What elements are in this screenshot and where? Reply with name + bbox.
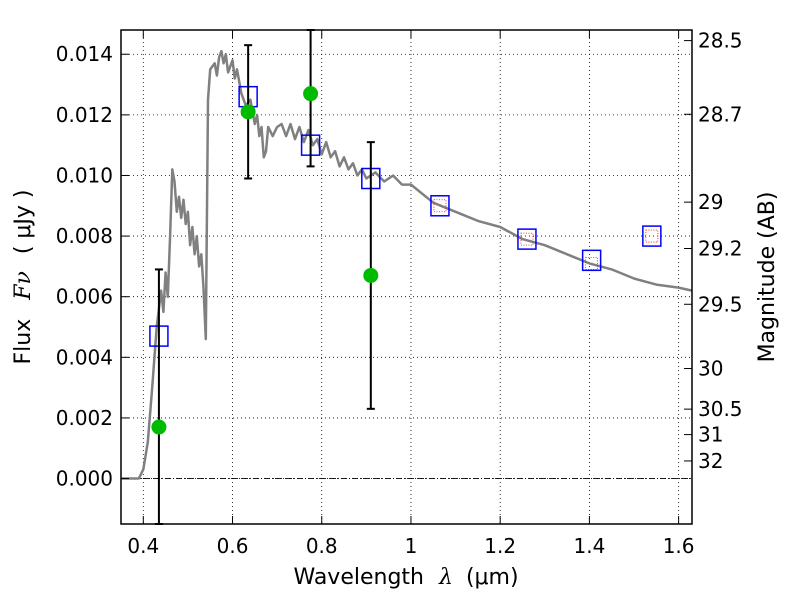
inner-red-square bbox=[433, 199, 447, 213]
y-tick-label: 0.002 bbox=[56, 406, 113, 430]
model-band-square bbox=[581, 249, 602, 272]
y-tick-label: 0.004 bbox=[56, 345, 113, 369]
inner-red-square bbox=[645, 229, 659, 243]
axes-frame bbox=[120, 29, 693, 525]
y2-axis-label: Magnitude (AB) bbox=[755, 192, 780, 363]
x-axis-label-symbol: λ bbox=[438, 565, 453, 590]
observed-point bbox=[363, 267, 379, 283]
mag-tick-label: 31 bbox=[698, 423, 723, 447]
observed-point bbox=[240, 104, 256, 120]
inner-red-square bbox=[585, 256, 599, 270]
x-tick-label: 1.6 bbox=[663, 534, 695, 558]
x-axis-label: Wavelength λ (μm) bbox=[293, 565, 518, 590]
mag-tick-label: 30 bbox=[698, 357, 723, 381]
model-band-square bbox=[430, 195, 450, 217]
y-tick-label: 0.008 bbox=[56, 224, 113, 248]
x-tick-label: 1.2 bbox=[484, 534, 516, 558]
mag-tick-label: 30.5 bbox=[698, 397, 743, 421]
x-axis-label-prefix: Wavelength bbox=[293, 565, 424, 590]
inner-red-square bbox=[520, 232, 534, 246]
y-tick-label: 0.006 bbox=[56, 285, 113, 309]
x-tick-label: 1.4 bbox=[573, 534, 605, 558]
mag-tick-label: 32 bbox=[698, 449, 723, 473]
model-band-square bbox=[517, 228, 537, 250]
y-tick-label: 0.000 bbox=[56, 467, 113, 491]
plot-area bbox=[121, 29, 693, 525]
y-tick-label: 0.012 bbox=[56, 103, 113, 127]
mag-tick-label: 28.7 bbox=[698, 102, 743, 126]
observed-point bbox=[151, 419, 167, 435]
x-axis-label-unit: (μm) bbox=[466, 565, 519, 590]
x-tick-label: 0.6 bbox=[217, 534, 249, 558]
mag-tick-label: 28.5 bbox=[698, 29, 743, 53]
y-axis-label-prefix: Flux bbox=[11, 319, 36, 365]
y-axis-label: Flux Fν ( μJy ) bbox=[11, 189, 36, 364]
y-tick-label: 0.010 bbox=[56, 163, 113, 187]
x-tick-label: 0.4 bbox=[127, 534, 159, 558]
mag-tick-label: 29.2 bbox=[698, 237, 743, 261]
ticks: 0.4 0.6 0.8 1 1.2 1.4 1.6 0.000 0.002 0.004 0.006 0… bbox=[56, 29, 743, 558]
y-tick-label: 0.014 bbox=[56, 42, 113, 66]
model-spectrum-line bbox=[121, 49, 693, 480]
y-axis-label-symbol: Fν bbox=[11, 271, 36, 301]
mag-tick-label: 29.5 bbox=[698, 292, 743, 316]
x-tick-label: 0.8 bbox=[306, 534, 338, 558]
mag-tick-label: 29 bbox=[698, 190, 723, 214]
y-axis-label-unit: ( μJy ) bbox=[11, 189, 36, 254]
model-band-square bbox=[642, 225, 662, 247]
observed-point bbox=[303, 86, 319, 102]
x-tick-label: 1 bbox=[405, 534, 418, 558]
